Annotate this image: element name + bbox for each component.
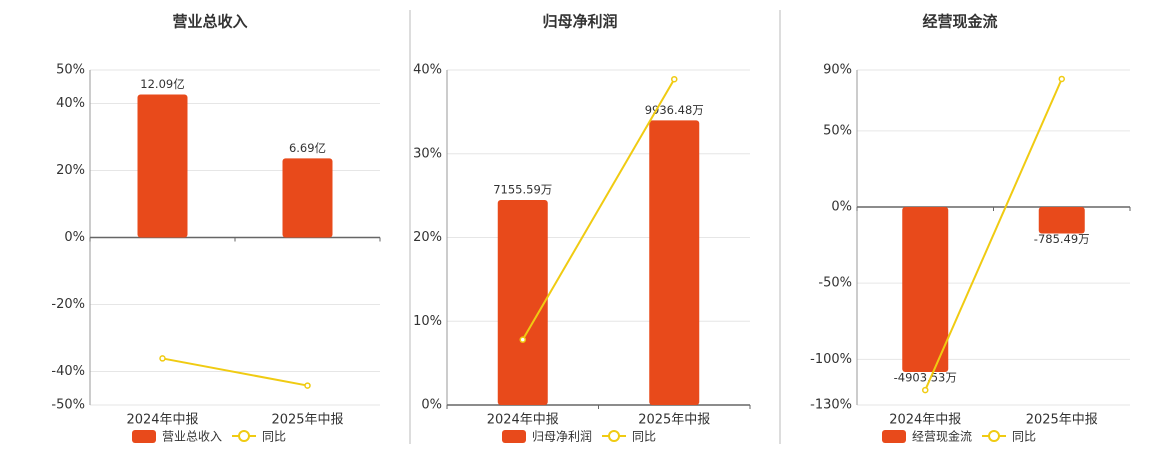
legend-label: 同比: [262, 430, 286, 444]
x-tick-label: 2024年中报: [889, 413, 961, 428]
legend-marker: [988, 430, 1001, 442]
y-tick-label: 40%: [413, 63, 442, 78]
x-tick-label: 2025年中报: [1026, 413, 1098, 428]
y-tick-label: 40%: [56, 96, 85, 111]
bar: [282, 158, 333, 238]
line-marker: [159, 355, 166, 362]
line-marker: [922, 386, 929, 394]
data-label: -785.49万: [1034, 232, 1090, 246]
line-marker: [304, 382, 311, 389]
legend-label: 同比: [632, 430, 656, 444]
y-tick-label: -50%: [51, 398, 85, 413]
y-tick-label: 0%: [64, 230, 85, 245]
line: [162, 357, 308, 387]
legend-label: 同比: [1012, 430, 1036, 444]
y-tick-label: 20%: [413, 230, 442, 245]
legend-swatch: [502, 430, 526, 443]
bar: [1038, 207, 1085, 234]
y-tick-label: 30%: [413, 146, 442, 161]
y-tick-label: -100%: [810, 352, 852, 367]
line: [924, 78, 1063, 391]
bar: [497, 199, 548, 405]
y-tick-label: -40%: [51, 364, 85, 379]
y-tick-label: 50%: [823, 123, 852, 138]
y-tick-label: 0%: [831, 200, 852, 215]
legend-swatch: [882, 430, 906, 443]
y-tick-label: -50%: [818, 276, 852, 291]
chart-title: 归母净利润: [542, 13, 617, 31]
y-tick-label: -20%: [51, 297, 85, 312]
x-tick-label: 2024年中报: [126, 413, 198, 428]
x-tick-label: 2025年中报: [271, 413, 343, 428]
data-label: 7155.59万: [493, 182, 552, 196]
legend-swatch: [132, 430, 156, 443]
line-marker: [519, 336, 526, 343]
y-tick-label: 20%: [56, 163, 85, 178]
chart-title: 经营现金流: [922, 13, 997, 31]
x-tick-label: 2024年中报: [487, 413, 559, 428]
x-tick-label: 2025年中报: [638, 413, 710, 428]
y-tick-label: -130%: [810, 398, 852, 413]
line-marker: [671, 75, 678, 83]
bar: [649, 120, 700, 405]
y-tick-label: 90%: [823, 63, 852, 78]
y-tick-label: 10%: [413, 314, 442, 329]
y-tick-label: 0%: [421, 398, 442, 413]
data-label: 12.09亿: [140, 77, 184, 91]
bar: [137, 94, 188, 238]
legend-label: 营业总收入: [162, 430, 222, 444]
chart-title: 营业总收入: [172, 13, 247, 31]
data-label: -4903.53万: [894, 371, 957, 385]
legend-marker: [608, 430, 621, 442]
line-marker: [1058, 75, 1065, 83]
line: [521, 78, 676, 341]
y-tick-label: 50%: [56, 63, 85, 78]
legend-label: 归母净利润: [532, 430, 592, 444]
legend-marker: [238, 430, 251, 442]
bar: [902, 207, 949, 373]
data-label: 6.69亿: [289, 141, 326, 155]
legend-label: 经营现金流: [912, 429, 972, 444]
